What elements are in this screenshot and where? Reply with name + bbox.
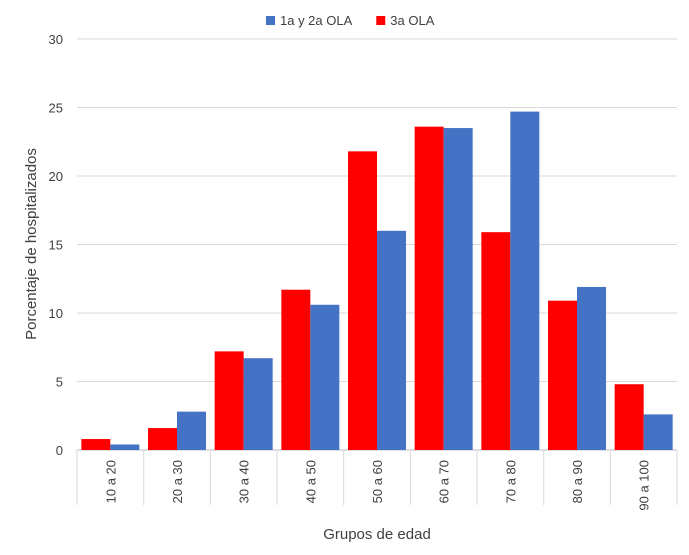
y-tick-label: 30 [49,32,63,47]
bar [148,428,177,450]
x-tick-label: 60 a 70 [437,460,452,503]
y-tick-label: 0 [56,443,63,458]
bar [377,230,406,450]
x-tick-label: 10 a 20 [103,460,118,503]
bar [577,286,606,450]
bar [443,128,473,451]
x-axis-title: Grupos de edad [323,526,431,543]
bar [481,232,511,450]
x-tick-label: 80 a 90 [570,460,585,503]
x-tick-label: 50 a 60 [370,460,385,503]
x-tick-label: 90 a 100 [637,460,652,511]
y-tick-label: 10 [49,306,63,321]
legend-swatch [376,16,386,25]
bar [510,111,540,451]
bar [414,126,444,451]
legend-swatch [266,16,275,25]
bars [81,111,673,451]
bar [214,351,244,450]
y-tick-label: 25 [49,101,63,116]
bar [643,414,673,450]
x-tick-label: 70 a 80 [503,460,518,503]
y-tick-label: 20 [49,169,63,184]
bar [310,304,340,450]
y-tick-label: 15 [49,238,63,253]
bar [614,384,644,450]
y-axis-ticks: 0 5 10 15 20 25 30 [49,32,63,458]
bar [81,439,111,450]
x-tick-label: 20 a 30 [170,460,185,503]
legend: 1a y 2a OLA 3a OLA [266,13,435,28]
y-tick-label: 5 [56,375,63,390]
x-tick-label: 40 a 50 [303,460,318,503]
bar [348,151,377,450]
legend-label: 1a y 2a OLA [280,13,353,28]
x-axis-ticks: 10 a 20 20 a 30 30 a 40 40 a 50 50 a 60 60 a … [76,450,678,511]
bar [110,444,140,450]
bar [243,358,273,450]
legend-label: 3a OLA [390,13,434,28]
bar [177,411,206,450]
bar [281,289,311,450]
bar [548,300,577,450]
x-tick-label: 30 a 40 [237,460,252,503]
y-axis-title: Porcentaje de hospitalizados [23,148,40,340]
